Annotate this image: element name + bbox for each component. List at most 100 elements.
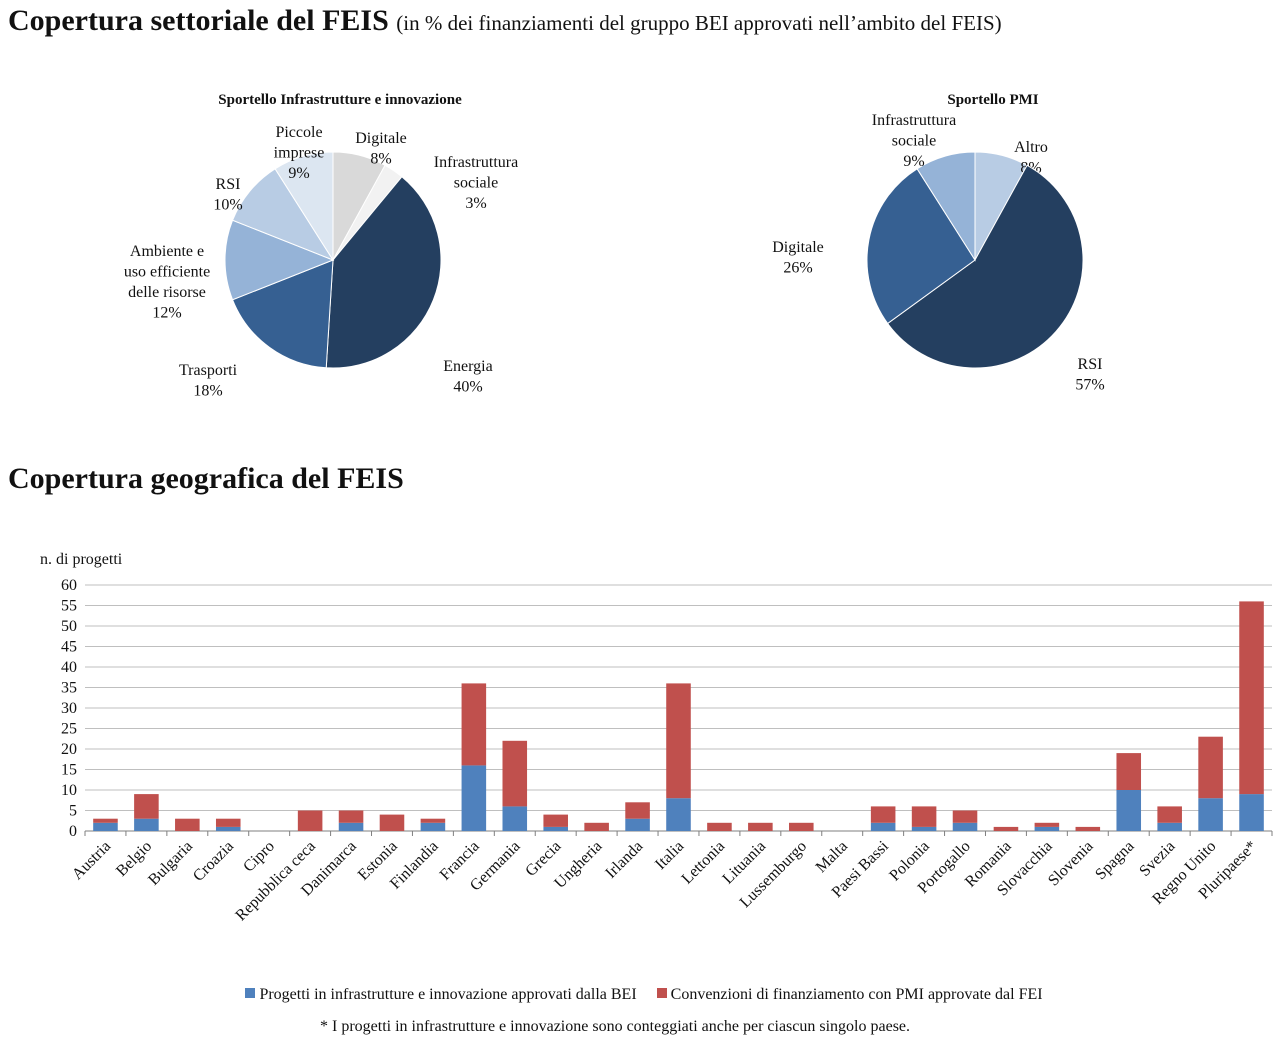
bar-slovacchia-fei [1034,822,1060,827]
bar-polonia-fei [911,806,937,827]
x-tick-label-spagna: Spagna [1092,838,1137,883]
legend-item-fei: Convenzioni di finanziamento con PMI app… [656,986,1043,1003]
bar-repubblica-ceca-fei [297,810,323,831]
y-tick-label: 55 [61,598,77,615]
pie-label-rsi: RSI 10% [213,176,242,213]
pie-label-digitale: Digitale 8% [355,130,407,167]
pie-label-piccole: Piccole imprese 9% [274,124,325,182]
legend-item-bei: Progetti in infrastrutture e innovazione… [245,986,637,1003]
y-tick-label: 10 [61,782,77,799]
y-tick-label: 5 [69,803,77,820]
bar-lettonia-fei [707,822,732,831]
bar-italia-fei [666,683,691,799]
bar-polonia-bei [911,826,937,831]
pie-slice-energia [325,176,442,369]
pie-slice-trasporti [231,259,334,369]
sector-title: Copertura settoriale del FEIS [8,4,389,37]
pie-label-infrastruttura: Infrastruttura sociale 9% [872,112,956,170]
chart-legend: Progetti in infrastrutture e innovazione… [0,986,1288,1004]
bar-estonia-fei [379,814,405,831]
bar-slovacchia-bei [1034,826,1060,831]
x-tick-label-irlanda: Irlanda [602,838,646,882]
y-tick-label: 30 [61,700,77,717]
bar-romania-fei [993,826,1019,831]
y-axis-label: n. di progetti [40,551,123,568]
y-tick-label: 50 [61,618,77,635]
x-tick-label-slovenia: Slovenia [1045,838,1097,890]
geo-title: Copertura geografica del FEIS [8,462,404,495]
bar-croazia-fei [215,818,241,827]
pie-label-infrastruttura: Infrastruttura sociale 3% [434,154,518,212]
y-tick-label: 0 [69,823,77,840]
x-tick-label-croazia: Croazia [190,838,237,885]
bar-danimarca-fei [338,810,364,823]
y-tick-label: 35 [61,680,77,697]
bar-lussemburgo-fei [789,822,814,831]
y-tick-label: 25 [61,721,77,738]
x-tick-label-lettonia: Lettonia [679,838,729,888]
x-tick-label-malta: Malta [813,838,851,876]
bar-regno-unito-fei [1198,736,1223,799]
bar-finlandia-fei [420,818,446,823]
bar-croazia-bei [215,826,241,831]
pie-title: Sportello PMI [947,92,1038,108]
bar-paesi-bassi-bei [870,822,896,831]
pie-label-digitale: Digitale 26% [772,239,824,276]
geo-bar-chart: n. di progetti 0 5 10 15 20 25 30 35 40 45 50 55 60 Au… [40,551,1273,924]
pie-label-ambiente-e: Ambiente e uso efficiente delle risorse 12% [124,243,210,321]
bar-danimarca-bei [338,822,364,831]
bar-francia-fei [461,683,487,766]
bar-ungheria-fei [584,822,609,831]
pie-slice-ambiente-e [224,219,335,301]
legend-label-bei: Progetti in infrastrutture e innovazione… [259,986,637,1003]
footnote: * I progetti in infrastrutture e innovaz… [319,1018,911,1035]
bar-bulgaria-fei [175,818,200,831]
x-tick-label-bulgaria: Bulgaria [145,838,196,889]
pie-label-trasporti: Trasporti 18% [179,362,238,399]
bar-pluripaese-fei [1239,601,1264,795]
bar-francia-bei [461,765,487,831]
pie-sportello-pmi: Sportello PMIAltro8%RSI57%Digitale26%Inf… [772,92,1104,393]
bar-finlandia-bei [420,822,446,831]
bar-regno-unito-bei [1198,798,1223,831]
x-tick-label-cipro: Cipro [240,838,278,876]
bar-grecia-bei [543,826,568,831]
sector-subtitle: (in % dei finanziamenti del gruppo BEI a… [396,11,1002,35]
bar-spagna-bei [1116,790,1142,831]
bar-portogallo-bei [952,822,978,831]
bar-paesi-bassi-fei [870,806,896,823]
y-tick-label: 40 [61,659,77,676]
pie-label-rsi: RSI 57% [1075,356,1104,393]
bar-italia-bei [666,798,691,831]
bar-slovenia-fei [1075,826,1101,831]
pie-sportello-infrastrutture-e-innovazione: Sportello Infrastrutture e innovazione Di… [124,92,518,399]
bar-pluripaese-bei [1239,794,1264,831]
bar-germania-bei [502,806,528,831]
x-tick-label-austria: Austria [69,838,114,883]
y-tick-label: 45 [61,639,77,656]
bar-portogallo-fei [952,810,978,823]
bar-spagna-fei [1116,753,1142,790]
legend-label-fei: Convenzioni di finanziamento con PMI app… [670,986,1043,1003]
pie-label-energia: Energia 40% [443,358,492,395]
y-tick-label: 20 [61,741,77,758]
bar-austria-fei [93,818,118,823]
bar-svezia-fei [1157,806,1182,823]
bar-belgio-bei [134,818,159,831]
bar-irlanda-bei [625,818,650,831]
bar-germania-fei [502,740,528,807]
bar-grecia-fei [543,814,568,827]
legend-swatch-bei [245,988,256,998]
y-tick-label: 15 [61,762,77,779]
bar-lituania-fei [748,822,773,831]
pie-slice-digitale [866,168,976,325]
sector-heading: Copertura settoriale del FEIS (in % dei … [8,4,1002,38]
bar-belgio-fei [134,794,159,819]
legend-swatch-fei [656,988,667,998]
pie-slice-rsi [886,164,1084,369]
pie-title: Sportello Infrastrutture e innovazione [218,92,462,108]
pie-slice-piccole [274,151,334,262]
pie-slice-infrastruttura [916,151,976,262]
pie-charts: Sportello Infrastrutture e innovazione Di… [124,92,1105,399]
x-tick-label-italia: Italia [652,838,687,873]
